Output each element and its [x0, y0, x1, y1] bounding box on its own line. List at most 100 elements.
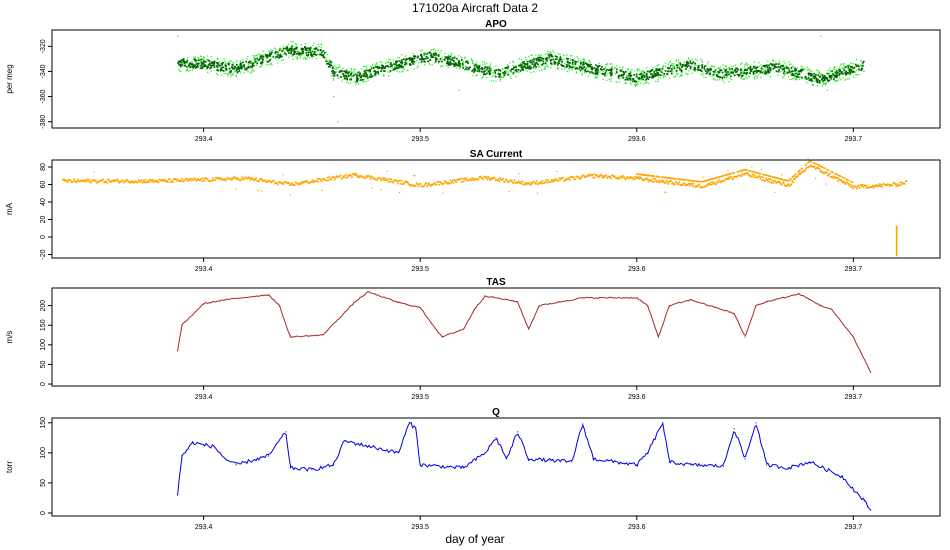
apo-point: [377, 73, 380, 76]
apo-point: [209, 67, 212, 70]
apo-point: [372, 67, 375, 69]
apo-point: [629, 77, 632, 80]
apo-point: [794, 69, 796, 72]
apo-point: [304, 57, 307, 59]
sa-point: [765, 174, 768, 176]
apo-point: [292, 53, 294, 56]
apo-point: [639, 70, 641, 72]
apo-point: [709, 66, 711, 68]
sa-point: [202, 180, 205, 182]
sa-point: [668, 177, 671, 179]
apo-point: [860, 65, 862, 68]
apo-point: [375, 70, 377, 73]
apo-point: [338, 64, 340, 66]
apo-point: [536, 58, 539, 61]
sa-point: [880, 183, 883, 186]
apo-point: [575, 71, 578, 73]
sa-point: [643, 178, 646, 181]
apo-point: [313, 55, 315, 58]
sa-point: [890, 184, 893, 187]
sa-point: [888, 185, 891, 187]
apo-point: [838, 71, 841, 74]
data-point: [852, 336, 854, 338]
apo-point: [522, 67, 524, 69]
sa-point: [825, 171, 827, 173]
apo-point: [637, 81, 640, 83]
apo-point: [366, 77, 369, 79]
apo-point: [610, 69, 613, 71]
apo-point: [558, 62, 560, 65]
apo-point: [220, 74, 223, 76]
apo-point: [300, 44, 302, 46]
apo-point: [853, 66, 856, 69]
apo-point: [488, 71, 491, 74]
sa-point: [432, 183, 435, 185]
apo-point: [675, 69, 678, 72]
apo-point: [610, 78, 612, 80]
apo-point: [232, 62, 234, 65]
sa-point: [696, 180, 698, 183]
apo-point: [677, 73, 679, 75]
apo-point: [603, 72, 605, 75]
apo-point: [615, 67, 617, 69]
sa-point: [263, 179, 266, 182]
sa-point: [794, 173, 797, 176]
apo-point: [249, 67, 251, 69]
apo-point: [411, 59, 414, 61]
sa-point: [210, 179, 213, 182]
apo-point: [394, 65, 396, 67]
apo-point: [266, 64, 268, 66]
sa-point: [716, 180, 718, 183]
sa-point: [711, 178, 714, 180]
apo-point: [522, 62, 525, 65]
sa-point: [826, 174, 829, 177]
data-point: [592, 458, 595, 460]
sa-point: [108, 178, 110, 181]
apo-point: [760, 77, 762, 79]
apo-point: [473, 64, 476, 67]
apo-point: [345, 74, 347, 77]
data-point: [662, 422, 664, 424]
apo-point: [854, 63, 857, 66]
sa-point: [532, 180, 534, 183]
sa-point: [776, 180, 778, 183]
apo-point: [622, 74, 624, 76]
apo-point: [223, 72, 225, 75]
sa-point: [435, 183, 438, 186]
apo-point: [194, 64, 197, 67]
sa-point: [421, 185, 424, 188]
apo-point: [274, 52, 277, 54]
apo-point: [640, 79, 643, 81]
apo-point: [740, 62, 743, 64]
apo-point: [728, 71, 731, 73]
apo-point: [615, 65, 618, 67]
apo-point: [400, 71, 403, 73]
apo-point: [515, 66, 518, 68]
apo-point: [456, 64, 458, 67]
sa-point: [276, 183, 279, 186]
apo-point: [381, 61, 383, 64]
apo-point: [840, 70, 843, 73]
apo-point: [261, 64, 263, 66]
sa-point: [246, 177, 249, 180]
apo-point: [441, 65, 443, 67]
apo-point: [763, 64, 766, 67]
apo-point: [556, 55, 558, 58]
apo-point: [375, 74, 377, 76]
data-point: [177, 350, 179, 352]
apo-point: [538, 65, 540, 67]
data-point: [733, 312, 735, 315]
apo-point: [299, 57, 302, 59]
sa-point: [616, 177, 619, 180]
sa-point: [685, 183, 687, 186]
apo-point: [265, 54, 268, 56]
apo-point: [382, 65, 384, 67]
apo-point: [409, 63, 412, 66]
sa-point: [504, 181, 506, 183]
apo-point: [224, 67, 226, 69]
apo-point: [195, 63, 198, 65]
apo-point: [395, 59, 397, 61]
apo-point: [741, 70, 743, 72]
apo-point: [729, 78, 731, 80]
sa-point: [855, 185, 857, 188]
